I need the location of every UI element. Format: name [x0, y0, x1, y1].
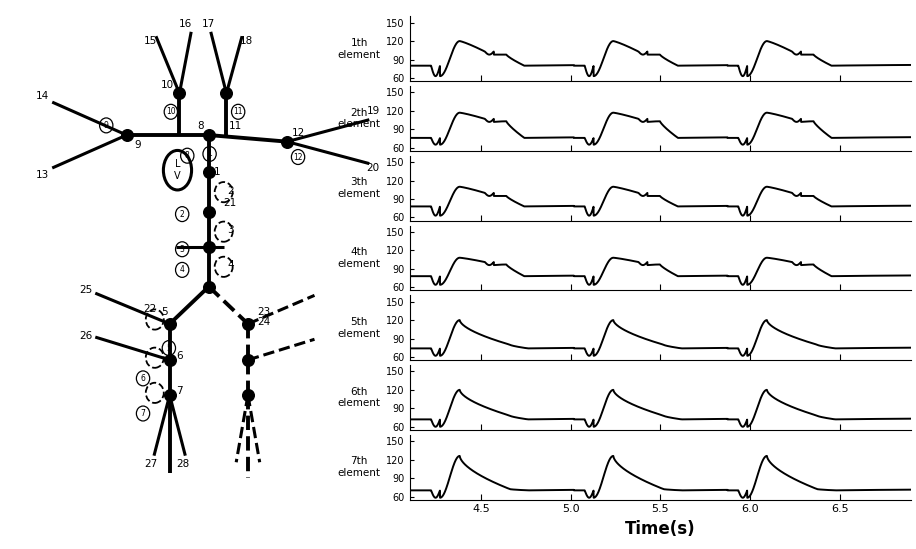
Text: 11: 11: [234, 107, 243, 116]
Text: 7: 7: [140, 409, 146, 418]
Y-axis label: 7th
element: 7th element: [338, 457, 381, 478]
Point: [241, 391, 256, 400]
Text: 18: 18: [239, 36, 253, 46]
Text: 25: 25: [79, 284, 93, 295]
Text: 28: 28: [177, 458, 190, 469]
Text: 6: 6: [140, 374, 146, 383]
Point: [162, 356, 177, 365]
Point: [202, 243, 216, 251]
Text: 1: 1: [214, 167, 221, 177]
Text: 26: 26: [79, 331, 93, 341]
Y-axis label: 1th
element: 1th element: [338, 38, 381, 59]
Text: 24: 24: [257, 317, 270, 327]
Text: 1: 1: [207, 149, 212, 159]
Point: [162, 320, 177, 328]
Text: L: L: [175, 159, 180, 170]
Text: 6: 6: [176, 350, 183, 361]
Point: [202, 282, 216, 291]
Text: 23: 23: [257, 306, 270, 317]
Text: 13: 13: [36, 170, 49, 181]
Point: [279, 137, 294, 146]
Text: 8: 8: [198, 121, 204, 131]
Point: [202, 168, 216, 177]
Text: 2: 2: [180, 210, 184, 219]
Text: 17: 17: [202, 19, 215, 30]
Y-axis label: 5th
element: 5th element: [338, 317, 381, 339]
Text: 14: 14: [36, 91, 49, 100]
Point: [172, 89, 187, 98]
Y-axis label: 3th
element: 3th element: [338, 177, 381, 199]
Y-axis label: 6th
element: 6th element: [338, 386, 381, 408]
Text: 20: 20: [366, 163, 380, 173]
X-axis label: Time(s): Time(s): [626, 520, 696, 538]
Text: 5: 5: [167, 344, 171, 352]
Text: 11: 11: [228, 121, 242, 131]
Y-axis label: 2th
element: 2th element: [338, 108, 381, 130]
Text: 27: 27: [144, 458, 158, 469]
Y-axis label: 4th
element: 4th element: [338, 247, 381, 269]
Text: 8: 8: [185, 151, 190, 160]
Text: 9: 9: [104, 121, 109, 130]
Text: 22: 22: [144, 304, 157, 313]
Point: [119, 131, 134, 139]
Text: 12: 12: [292, 128, 305, 138]
Text: 19: 19: [366, 106, 380, 116]
Text: 21: 21: [224, 198, 237, 208]
Text: 12: 12: [293, 153, 303, 161]
Text: 3: 3: [180, 245, 185, 254]
Text: 16: 16: [179, 19, 192, 30]
Text: 9: 9: [135, 139, 141, 150]
Text: 4: 4: [227, 260, 234, 271]
Point: [202, 208, 216, 216]
Point: [241, 356, 256, 365]
Text: 10: 10: [161, 80, 174, 89]
Text: 5: 5: [161, 307, 169, 317]
Text: 7: 7: [176, 385, 183, 396]
Text: 4: 4: [180, 265, 185, 274]
Text: 2: 2: [227, 186, 234, 196]
Text: 15: 15: [144, 36, 157, 46]
Point: [241, 320, 256, 328]
Point: [162, 391, 177, 400]
Text: 10: 10: [166, 107, 176, 116]
Text: V: V: [174, 171, 180, 181]
Point: [202, 131, 216, 139]
Point: [219, 89, 234, 98]
Text: 3: 3: [227, 225, 234, 236]
